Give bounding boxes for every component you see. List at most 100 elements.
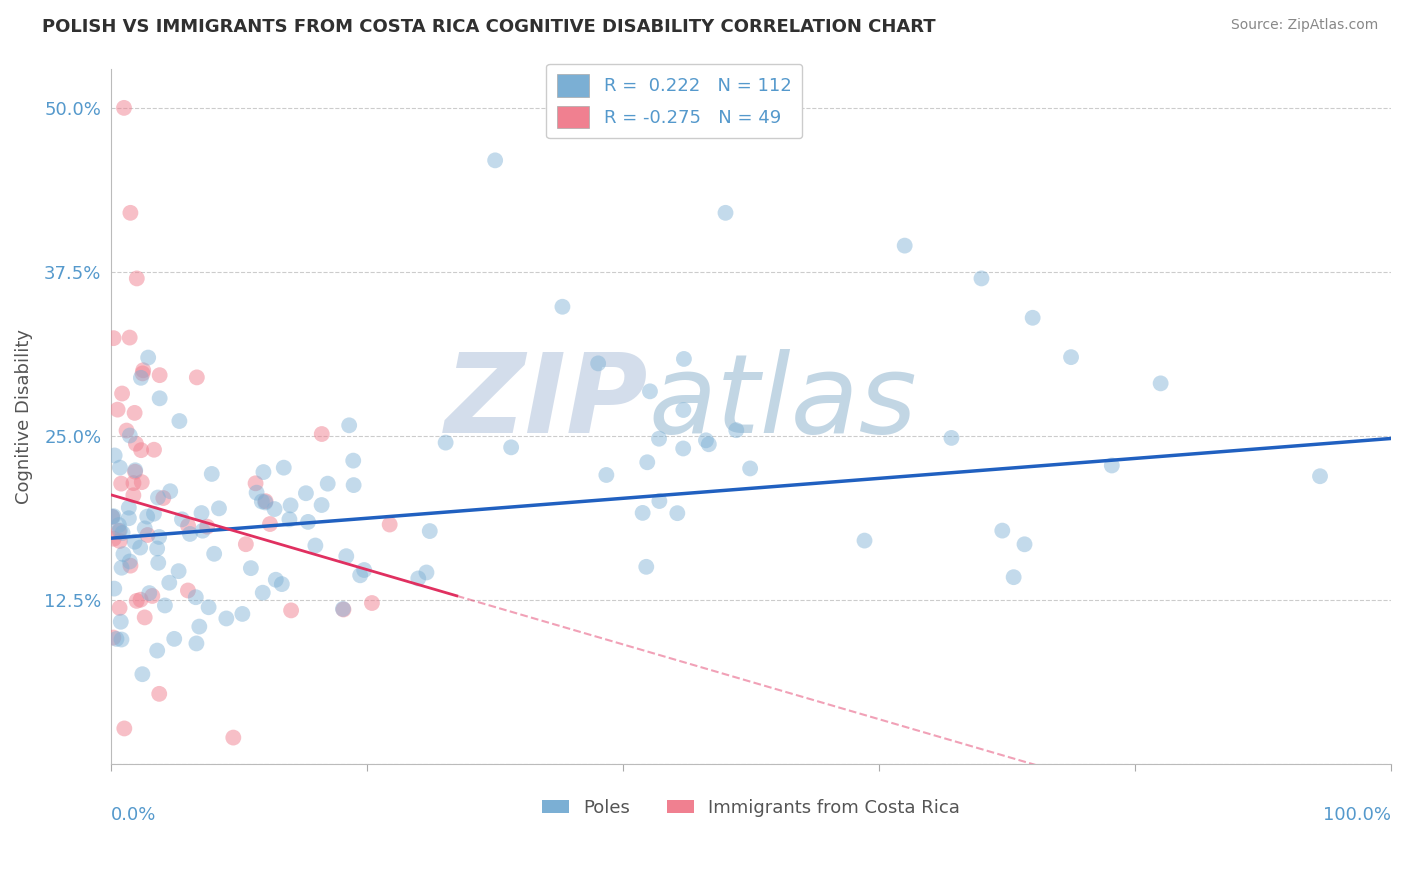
Point bbox=[148, 530, 170, 544]
Point bbox=[666, 506, 689, 520]
Point bbox=[146, 643, 169, 657]
Point bbox=[146, 491, 169, 505]
Point bbox=[304, 539, 326, 553]
Point bbox=[252, 465, 274, 479]
Point bbox=[169, 414, 191, 428]
Point bbox=[361, 596, 384, 610]
Point bbox=[110, 476, 132, 491]
Point bbox=[419, 524, 441, 538]
Point bbox=[136, 351, 159, 365]
Point bbox=[586, 356, 609, 370]
Point bbox=[101, 509, 124, 524]
Point bbox=[1060, 350, 1083, 364]
Point bbox=[263, 502, 285, 516]
Point bbox=[259, 516, 281, 531]
Point bbox=[311, 427, 333, 442]
Point bbox=[163, 632, 186, 646]
Point bbox=[343, 478, 366, 492]
Point bbox=[122, 476, 145, 491]
Point bbox=[103, 582, 125, 596]
Text: ZIP: ZIP bbox=[446, 349, 648, 456]
Point bbox=[120, 558, 142, 573]
Point bbox=[1021, 310, 1043, 325]
Point bbox=[103, 331, 125, 345]
Point bbox=[672, 351, 695, 366]
Point bbox=[222, 731, 245, 745]
Point bbox=[120, 206, 142, 220]
Point bbox=[270, 577, 292, 591]
Point bbox=[146, 541, 169, 556]
Point bbox=[695, 434, 717, 448]
Point bbox=[970, 271, 993, 285]
Point bbox=[332, 602, 354, 616]
Point bbox=[188, 619, 211, 633]
Point bbox=[148, 556, 170, 570]
Point bbox=[201, 467, 224, 481]
Text: atlas: atlas bbox=[648, 349, 917, 456]
Point bbox=[125, 271, 148, 285]
Point bbox=[149, 392, 172, 406]
Point bbox=[1002, 570, 1025, 584]
Point bbox=[853, 533, 876, 548]
Point bbox=[191, 524, 214, 538]
Point bbox=[231, 607, 253, 621]
Point bbox=[124, 465, 146, 479]
Point bbox=[108, 460, 131, 475]
Point bbox=[122, 488, 145, 502]
Point bbox=[893, 238, 915, 252]
Point bbox=[129, 371, 152, 385]
Point bbox=[131, 367, 153, 381]
Point bbox=[349, 568, 371, 582]
Point bbox=[132, 363, 155, 377]
Point bbox=[636, 559, 658, 574]
Point bbox=[177, 583, 200, 598]
Point bbox=[134, 610, 156, 624]
Point bbox=[153, 599, 176, 613]
Point bbox=[295, 486, 318, 500]
Point bbox=[672, 403, 695, 417]
Point bbox=[697, 437, 720, 451]
Point bbox=[208, 501, 231, 516]
Point bbox=[124, 534, 146, 549]
Text: 100.0%: 100.0% bbox=[1323, 805, 1391, 823]
Point bbox=[254, 495, 277, 509]
Point bbox=[740, 461, 762, 475]
Point bbox=[103, 631, 125, 645]
Point bbox=[129, 592, 152, 607]
Point bbox=[239, 561, 262, 575]
Point bbox=[1149, 376, 1171, 391]
Point bbox=[159, 484, 181, 499]
Point bbox=[278, 512, 301, 526]
Point bbox=[184, 591, 207, 605]
Point bbox=[111, 386, 134, 401]
Point bbox=[484, 153, 506, 168]
Point bbox=[124, 406, 146, 420]
Point bbox=[991, 524, 1014, 538]
Point bbox=[202, 547, 225, 561]
Point bbox=[672, 442, 695, 456]
Point bbox=[177, 518, 200, 533]
Point bbox=[103, 532, 125, 546]
Point bbox=[125, 436, 148, 450]
Point bbox=[111, 525, 134, 540]
Point bbox=[186, 636, 208, 650]
Point bbox=[551, 300, 574, 314]
Point bbox=[129, 443, 152, 458]
Point bbox=[280, 603, 302, 617]
Point bbox=[252, 585, 274, 599]
Point bbox=[118, 500, 141, 515]
Point bbox=[235, 537, 257, 551]
Y-axis label: Cognitive Disability: Cognitive Disability bbox=[15, 328, 32, 504]
Point bbox=[152, 491, 174, 505]
Point bbox=[332, 602, 354, 616]
Point bbox=[725, 423, 748, 437]
Point bbox=[170, 512, 193, 526]
Point bbox=[631, 506, 654, 520]
Point bbox=[136, 528, 159, 542]
Point bbox=[636, 455, 658, 469]
Point bbox=[112, 722, 135, 736]
Point bbox=[378, 517, 401, 532]
Point bbox=[110, 615, 132, 629]
Point bbox=[167, 564, 190, 578]
Point bbox=[129, 541, 152, 555]
